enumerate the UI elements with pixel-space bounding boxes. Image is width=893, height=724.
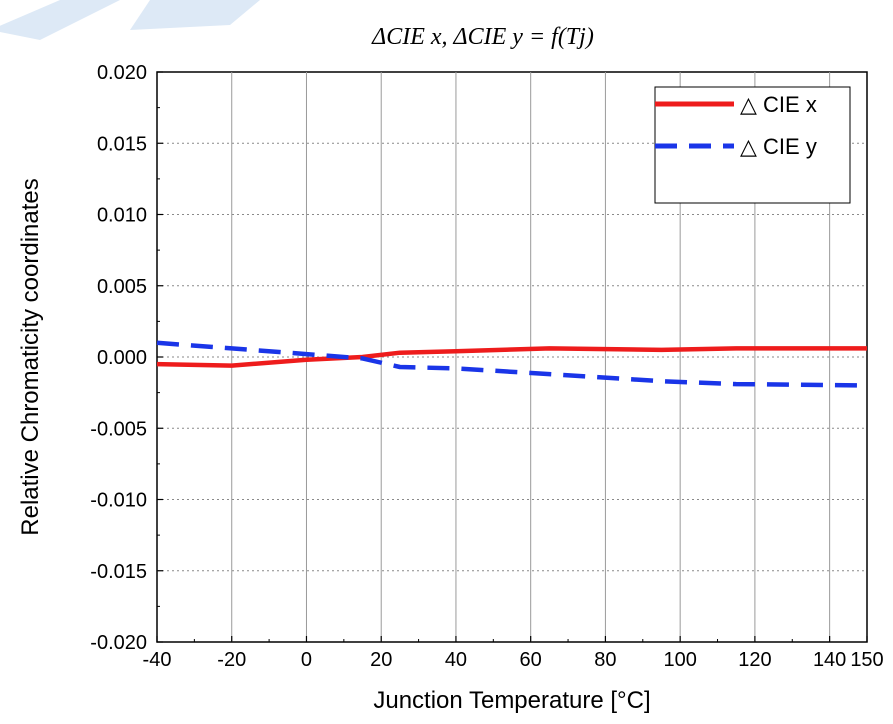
x-tick-label: 0	[301, 649, 312, 671]
legend-label-cie-x: △ CIE x	[740, 92, 817, 117]
x-tick-label: 150	[850, 649, 883, 671]
y-tick-label: 0.010	[97, 205, 147, 227]
x-tick-label: 20	[370, 649, 392, 671]
y-tick-label: -0.005	[90, 418, 147, 440]
y-axis-title: Relative Chromaticity coordinates	[17, 178, 44, 535]
watermark	[0, 0, 260, 40]
y-tick-label: 0.020	[97, 62, 147, 84]
y-tick-label: -0.020	[90, 632, 147, 654]
x-tick-label: 140	[813, 649, 846, 671]
series-line-cie-x	[156, 346, 867, 368]
x-axis-title: Junction Temperature [°C]	[373, 687, 650, 714]
x-tick-label: 60	[520, 649, 542, 671]
y-tick-label: 0.015	[97, 133, 147, 155]
y-tick-label: 0.005	[97, 276, 147, 298]
y-tick-label: -0.010	[90, 490, 147, 512]
x-tick-label: 100	[663, 649, 696, 671]
series-line-cie-y	[156, 340, 868, 388]
series-lines	[156, 340, 868, 388]
y-tick-label: 0.000	[97, 347, 147, 369]
x-tick-label: 80	[594, 649, 616, 671]
x-tick-label: -40	[143, 649, 172, 671]
x-tick-label: 120	[738, 649, 771, 671]
y-tick-label: -0.015	[90, 561, 147, 583]
grid	[157, 72, 867, 642]
chart-title: ΔCIE x, ΔCIE y = f(Tj)	[371, 24, 594, 50]
x-tick-label: 40	[445, 649, 467, 671]
legend-label-cie-y: △ CIE y	[740, 134, 817, 159]
axis-ticks: -40 -20 0 20 40 60 80 100 120 140 150 -0.020 -0.015 -…	[90, 62, 883, 671]
x-tick-label: -20	[217, 649, 246, 671]
legend: △ CIE x △ CIE y	[654, 86, 851, 204]
